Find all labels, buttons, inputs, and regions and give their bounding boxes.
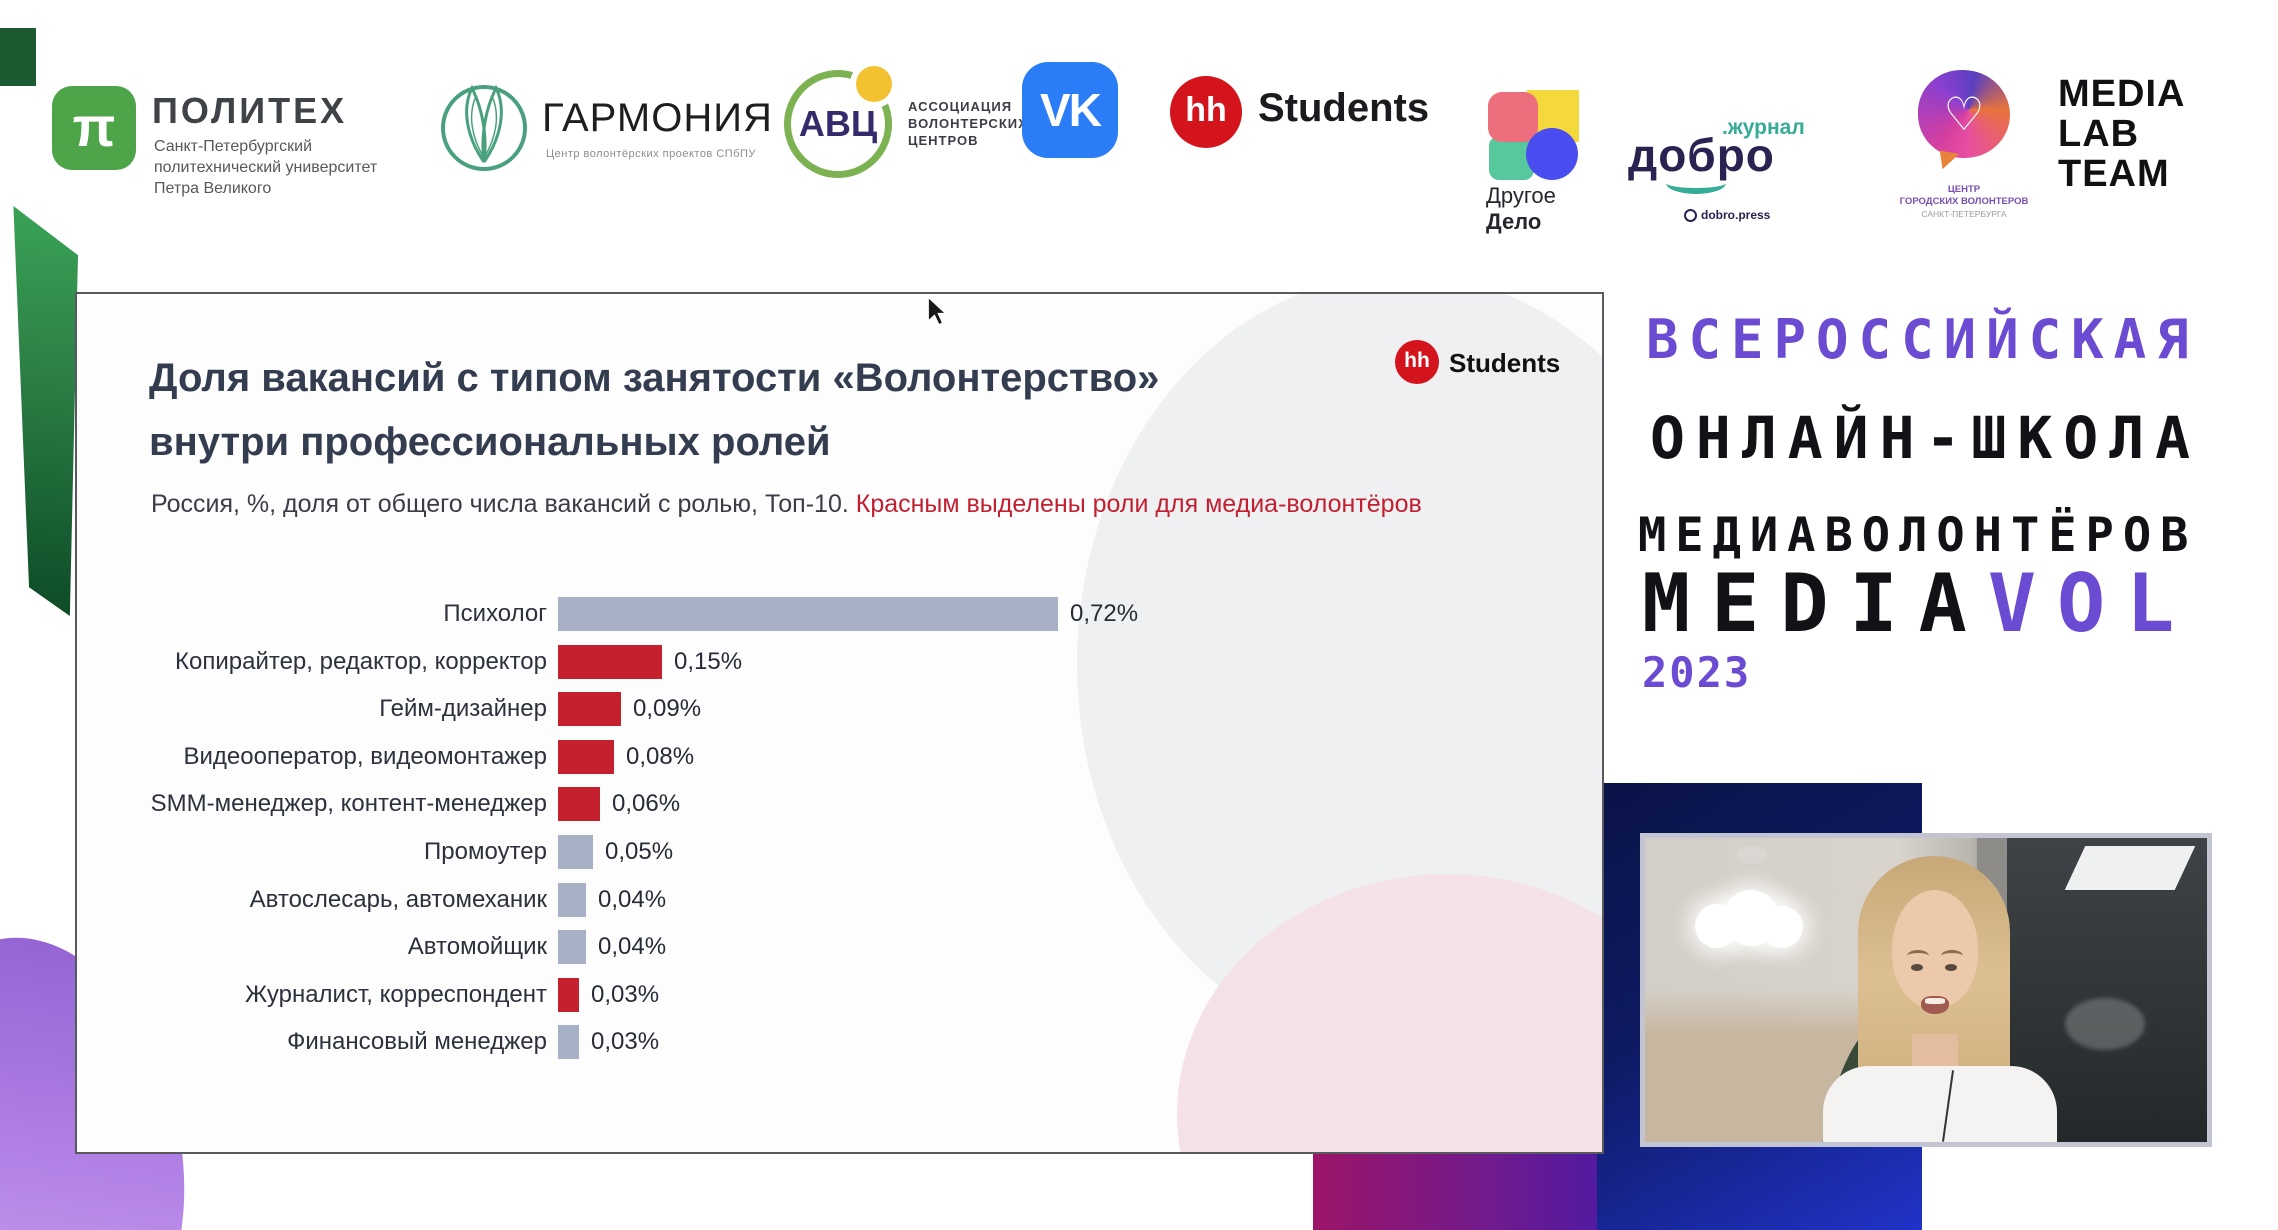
bar-highlighted [558, 978, 579, 1012]
value-label: 0,03% [591, 1028, 660, 1055]
chart-row: Журналист, корреспондент 0,03% [77, 977, 1602, 1013]
bar [558, 883, 586, 917]
chart-row: Копирайтер, редактор, корректор 0,15% [77, 644, 1602, 680]
value-label: 0,06% [612, 790, 681, 817]
slide-subtitle-highlight: Красным выделены роли для медиа-волонтёр… [855, 490, 1422, 518]
cloud-lamp [1695, 886, 1805, 956]
speaker-eye [1945, 964, 1957, 971]
avc-subtitle: АССОЦИАЦИЯ ВОЛОНТЕРСКИХ ЦЕНТРОВ [908, 99, 1028, 148]
green-ribbon-decoration [13, 206, 78, 616]
politeh-subtitle: Санкт-Петербургский политехнический унив… [154, 138, 378, 197]
value-label: 0,15% [674, 648, 743, 675]
mediavol-vol-part: VOL [1987, 557, 2196, 650]
media-lab-team-logo: MEDIA LAB TEAM [2058, 73, 2186, 195]
bar-highlighted [558, 645, 662, 679]
hh-students-label: Students [1258, 86, 1430, 130]
category-label: Промоутер [424, 838, 547, 865]
chart-row: SMM-менеджер, контент-менеджер 0,06% [77, 786, 1602, 822]
hh-circle-icon: hh [1170, 76, 1242, 148]
dobro-smile-icon [1666, 172, 1726, 194]
city-volunteers-heart-bubble-icon: ♡ [1918, 70, 2010, 158]
chart-row: Видеооператор, видеомонтажер 0,08% [77, 739, 1602, 775]
garmonia-leaf-icon [441, 84, 527, 171]
dobro-site: dobro.press [1684, 208, 1770, 223]
category-label: SMM-менеджер, контент-менеджер [150, 790, 547, 817]
drugoe-delo-line1: Другое [1486, 183, 1556, 208]
bar-highlighted [558, 692, 621, 726]
globe-icon [1684, 209, 1697, 223]
value-label: 0,05% [605, 838, 674, 865]
speaker-shirt [1823, 1066, 2057, 1142]
category-label: Финансовый менеджер [287, 1028, 547, 1055]
mediavol-line1: ВСЕРОССИЙСКАЯ [1646, 308, 2199, 371]
category-label: Гейм-дизайнер [379, 695, 547, 722]
dobro-journal-tag: .журнал [1722, 116, 1805, 139]
slide-subtitle: Россия, %, доля от общего числа вакансий… [151, 490, 1422, 518]
value-label: 0,09% [633, 695, 702, 722]
speaker-teeth [1925, 998, 1945, 1004]
corner-green-square [0, 28, 36, 86]
chart-row: Автомойщик 0,04% [77, 929, 1602, 965]
value-label: 0,72% [1070, 600, 1139, 627]
bar [558, 1025, 579, 1059]
drugoe-delo-pink-square-icon [1488, 92, 1538, 142]
lamp-mount [1737, 846, 1767, 864]
drugoe-delo-line2: Дело [1486, 209, 1542, 234]
ceiling-light-streak [2064, 846, 2196, 890]
mediavol-media-part: MEDIA [1642, 557, 1988, 650]
mediavol-line2: ОНЛАЙН-ШКОЛА [1650, 404, 2202, 472]
speaker-eye [1911, 964, 1923, 971]
webcam-video [1640, 833, 2212, 1147]
value-label: 0,04% [598, 933, 667, 960]
avc-ring-icon: АВЦ [784, 70, 892, 178]
category-label: Копирайтер, редактор, корректор [175, 648, 547, 675]
chart-row: Автослесарь, автомеханик 0,04% [77, 882, 1602, 918]
window-glow [2065, 998, 2145, 1050]
mediavol-line3: МЕДИАВОЛОНТЁРОВ [1638, 508, 2198, 563]
speaker-face [1892, 890, 1978, 1008]
garmonia-subtitle: Центр волонтёрских проектов СПбПУ [546, 148, 756, 160]
mediavol-wordmark: MEDIAVOL [1642, 564, 2195, 644]
category-label: Психолог [443, 600, 547, 627]
garmonia-name: ГАРМОНИЯ [542, 96, 773, 140]
vk-logo: VK [1022, 62, 1118, 158]
value-label: 0,03% [591, 981, 660, 1008]
value-label: 0,08% [626, 743, 695, 770]
bar-highlighted [558, 787, 600, 821]
webcam-scene [1645, 838, 2207, 1142]
politeh-pi-icon: π [52, 86, 136, 170]
slide-hh-circle-icon: hh [1395, 340, 1439, 384]
speaker-eyebrow [1907, 950, 1929, 962]
chart-row: Финансовый менеджер 0,03% [77, 1024, 1602, 1060]
mediavol-year: 2023 [1642, 648, 1752, 697]
chart-row: Гейм-дизайнер 0,09% [77, 691, 1602, 727]
slide-hh-students-label: Students [1449, 348, 1561, 378]
partner-logo-bar: π ПОЛИТЕХ Санкт-Петербургский политехнич… [0, 0, 2278, 290]
category-label: Журналист, корреспондент [244, 981, 547, 1008]
speaker-eyebrow [1941, 950, 1963, 962]
mouse-cursor [927, 296, 948, 326]
chart-row: Психолог 0,72% [77, 596, 1602, 632]
presentation-slide: Доля вакансий с типом занятости «Волонте… [75, 292, 1604, 1154]
chart-row: Промоутер 0,05% [77, 834, 1602, 870]
bar [558, 835, 593, 869]
value-label: 0,04% [598, 886, 667, 913]
politeh-name: ПОЛИТЕХ [152, 90, 348, 131]
drugoe-delo-blue-circle-icon [1526, 128, 1578, 180]
bar [558, 597, 1058, 631]
category-label: Видеооператор, видеомонтажер [183, 743, 547, 770]
bar [558, 930, 586, 964]
city-volunteers-bubble-tail-icon [1937, 150, 1960, 171]
category-label: Автомойщик [407, 933, 547, 960]
chart-rows: Психолог 0,72% Копирайтер, редактор, корре… [77, 294, 1602, 1152]
city-volunteers-subtitle: ЦЕНТР ГОРОДСКИХ ВОЛОНТЕРОВ САНКТ-ПЕТЕРБУ… [1899, 184, 2029, 219]
bar-highlighted [558, 740, 614, 774]
avc-yellow-dot-icon [856, 66, 892, 102]
category-label: Автослесарь, автомеханик [249, 886, 547, 913]
slide-title: Доля вакансий с типом занятости «Волонте… [149, 356, 1160, 464]
